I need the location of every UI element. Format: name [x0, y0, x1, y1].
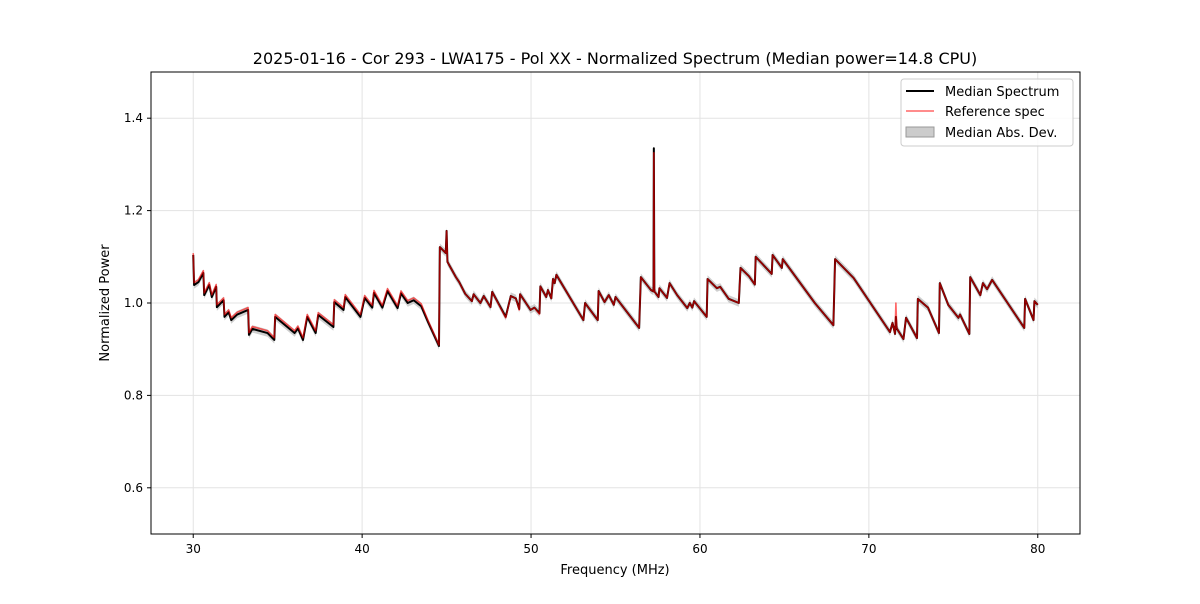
y-tick-label: 0.6	[124, 481, 143, 495]
x-tick-label: 30	[186, 542, 201, 556]
y-tick-label: 0.8	[124, 388, 143, 402]
legend-box	[900, 78, 1074, 147]
y-axis-ticks: 0.6 0.8 1.0 1.2 1.4	[124, 111, 151, 495]
y-axis-label: Normalized Power	[98, 244, 113, 362]
x-axis-label: Frequency (MHz)	[560, 563, 669, 578]
legend-mad-swatch	[905, 126, 935, 138]
legend: Median Spectrum Reference spec Median Ab…	[900, 78, 1074, 147]
x-tick-label: 60	[692, 542, 707, 556]
legend-median-label: Median Spectrum	[945, 85, 1059, 100]
legend-mad-label: Median Abs. Dev.	[945, 126, 1057, 141]
legend-reference-label: Reference spec	[945, 105, 1045, 120]
x-tick-label: 50	[523, 542, 538, 556]
reference-spectrum-line	[192, 152, 1039, 346]
series-layer	[192, 144, 1039, 350]
x-axis-ticks: 30 40 50 60 70 80	[186, 534, 1045, 556]
median-spectrum-line	[192, 147, 1039, 347]
x-tick-label: 70	[861, 542, 876, 556]
x-tick-label: 40	[354, 542, 369, 556]
y-tick-label: 1.0	[124, 296, 143, 310]
x-tick-label: 80	[1030, 542, 1045, 556]
y-tick-label: 1.2	[124, 204, 143, 218]
y-tick-label: 1.4	[124, 111, 143, 125]
median-abs-dev-band	[193, 144, 1038, 350]
chart-title: 2025-01-16 - Cor 293 - LWA175 - Pol XX -…	[253, 49, 977, 68]
